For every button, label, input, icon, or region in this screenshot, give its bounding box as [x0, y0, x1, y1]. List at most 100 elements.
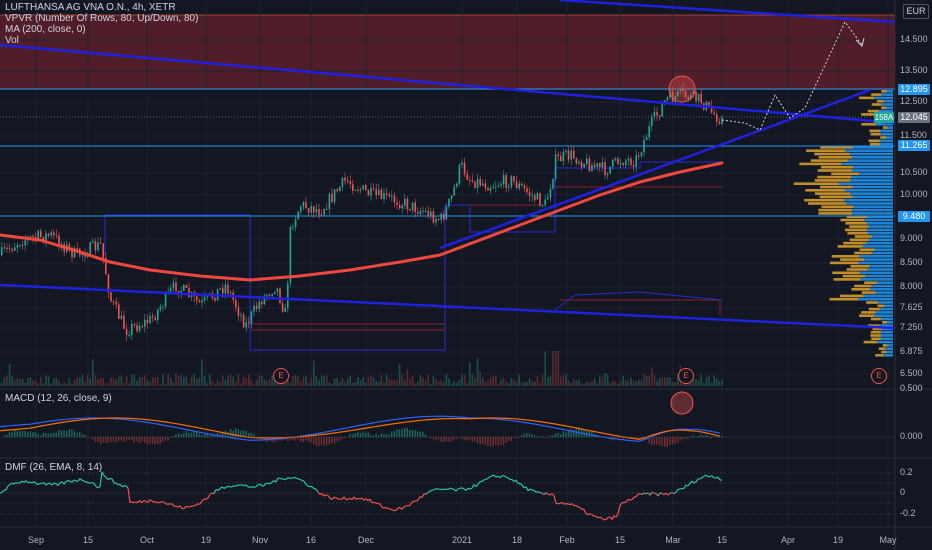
price-tick-label: 10.000 — [900, 189, 928, 199]
volume-bar — [63, 381, 65, 386]
time-tick-label: Feb — [559, 535, 575, 545]
vp-bar-up — [880, 334, 893, 337]
candle-body — [336, 189, 338, 192]
candle-body — [588, 158, 591, 172]
grid-lines — [0, 0, 895, 527]
vp-bar-down — [804, 198, 845, 202]
macd-histogram-bar — [32, 432, 34, 438]
volume-bar — [502, 377, 505, 386]
macd-histogram-bar — [354, 433, 356, 438]
dmf-segment — [641, 492, 645, 495]
candle-body — [391, 195, 393, 197]
dmf-segment — [301, 479, 305, 482]
dmf-segment — [403, 505, 407, 508]
volume-bar — [513, 379, 515, 386]
candle-body — [539, 193, 541, 206]
macd-histogram-bar — [469, 437, 471, 440]
macd-histogram-bar — [476, 437, 479, 444]
candle-body — [92, 241, 94, 243]
highlight-circle-macd — [670, 391, 694, 415]
dmf-segment — [551, 493, 555, 497]
dmf-segment — [231, 485, 235, 488]
dmf-segment — [661, 492, 665, 496]
volume-bar — [627, 380, 630, 386]
candle-body — [599, 163, 601, 168]
macd-histogram-bar — [404, 428, 406, 438]
volume-bar — [549, 375, 552, 386]
volume-profile — [793, 90, 893, 357]
volume-bar — [164, 383, 167, 386]
macd-histogram-bar — [73, 431, 76, 438]
vp-bar-up — [868, 225, 893, 228]
currency-button[interactable]: EUR — [903, 4, 929, 19]
macd-histogram-bar — [687, 437, 689, 440]
dmf-segment — [545, 492, 549, 495]
vp-bar-down — [881, 106, 887, 110]
volume-bar — [695, 378, 697, 386]
macd-histogram-bar — [443, 437, 445, 443]
macd-histogram-bar — [180, 434, 182, 438]
time-tick-label: Nov — [251, 535, 269, 545]
macd-histogram-bar — [196, 431, 198, 438]
dmf-segment — [185, 505, 189, 508]
volume-bar — [326, 375, 328, 386]
volume-bar — [336, 377, 338, 386]
dmf-segment — [327, 495, 331, 499]
dmf-segment — [631, 496, 635, 501]
macd-histogram-bar — [515, 437, 518, 439]
macd-histogram-bar — [305, 437, 307, 441]
dmf-segment — [465, 487, 469, 491]
horizontal-levels — [0, 88, 895, 217]
vp-bar-down — [845, 222, 867, 225]
volume-bar — [297, 375, 299, 386]
volume-bar — [183, 377, 185, 386]
volume-bar — [16, 378, 19, 386]
dmf-segment — [157, 501, 161, 504]
volume-bar — [396, 379, 398, 386]
dmf-legend[interactable]: DMF (26, EMA, 8, 14) — [5, 462, 103, 473]
dmf-segment — [665, 492, 669, 496]
volume-bar — [380, 375, 383, 386]
dmf-segment — [305, 483, 309, 487]
vp-bar-up — [838, 182, 893, 185]
vp-bar-up — [859, 271, 893, 275]
volume-bar — [211, 380, 214, 386]
macd-histogram-bar — [505, 437, 507, 444]
candle-body — [185, 284, 188, 288]
volume-bar — [604, 372, 606, 386]
dmf-segment — [335, 497, 339, 500]
dmf-segment — [491, 474, 495, 477]
legend-vol[interactable]: Vol — [5, 35, 19, 46]
candle-body — [718, 121, 721, 124]
symbol-title[interactable]: LUFTHANSA AG VNA O.N., 4h, XETR — [5, 2, 176, 13]
candle-body — [393, 195, 396, 203]
volume-bar — [1, 382, 3, 386]
vp-bar-down — [817, 169, 852, 172]
dmf-segment — [515, 479, 519, 484]
volume-bar — [664, 377, 666, 386]
volume-bar — [81, 374, 84, 386]
macd-legend[interactable]: MACD (12, 26, close, 9) — [5, 393, 112, 404]
candle-body — [476, 179, 479, 188]
macd-histogram-bar — [508, 437, 510, 441]
dmf-segment — [21, 480, 25, 484]
candle-body — [157, 309, 159, 321]
legend-vpvr[interactable]: VPVR (Number Of Rows, 80, Up/Down, 80) — [5, 13, 199, 24]
volume-bar — [224, 380, 227, 386]
macd-histogram-bar — [357, 431, 359, 438]
volume-bar — [216, 379, 219, 386]
macd-histogram-bar — [484, 437, 486, 445]
vp-bar-up — [851, 169, 893, 172]
price-tick-label: 8.500 — [900, 257, 923, 267]
dmf-segment — [13, 482, 17, 485]
earnings-icon[interactable]: E — [273, 368, 289, 384]
legend-ma[interactable]: MA (200, close, 0) — [5, 24, 86, 35]
earnings-icon[interactable]: E — [678, 368, 694, 384]
dmf-segment — [59, 481, 63, 484]
candle-body — [617, 158, 619, 165]
dmf-segment — [111, 478, 115, 484]
candle-body — [365, 185, 367, 190]
vp-bar-up — [866, 222, 893, 225]
earnings-icon[interactable]: E — [871, 368, 887, 384]
